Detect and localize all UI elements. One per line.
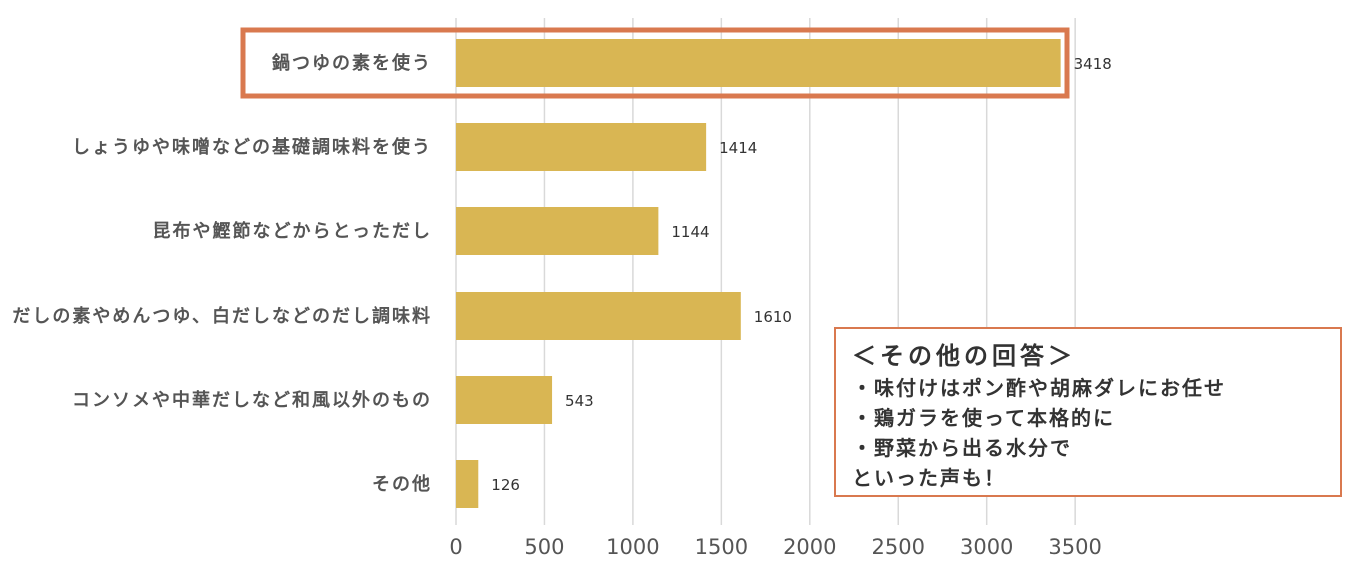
note-line: ・味付けはポン酢や胡麻ダレにお任せ — [852, 376, 1226, 400]
grid-lines — [455, 18, 1076, 525]
note-line: といった声も！ — [852, 466, 1006, 490]
category-label: その他 — [372, 473, 432, 495]
x-tick-label: 3500 — [1048, 535, 1101, 559]
data-label: 1414 — [719, 139, 757, 157]
bars — [456, 39, 1061, 508]
note-title: ＜その他の回答＞ — [852, 342, 1076, 370]
category-label: だしの素やめんつゆ、白だしなどのだし調味料 — [12, 305, 432, 327]
category-label: コンソメや中華だしなど和風以外のもの — [72, 389, 432, 411]
data-label: 126 — [491, 476, 520, 494]
x-tick-label: 1000 — [606, 535, 659, 559]
bar — [456, 460, 479, 508]
x-tick-label: 500 — [524, 535, 564, 559]
bar — [456, 39, 1061, 87]
bar — [456, 292, 741, 340]
bar — [456, 207, 659, 255]
category-label: 昆布や鰹節などからとっただし — [153, 220, 432, 242]
note-line: ・野菜から出る水分で — [852, 436, 1072, 460]
data-label: 1144 — [671, 223, 709, 241]
data-labels: 3418 1414 1144 1610 543 126 — [491, 55, 1112, 494]
x-tick-labels: 0 500 1000 1500 2000 2500 3000 3500 — [449, 535, 1102, 559]
note-line: ・鶏ガラを使って本格的に — [852, 406, 1115, 430]
x-tick-label: 3000 — [960, 535, 1013, 559]
data-label: 543 — [565, 392, 594, 410]
bar — [456, 123, 707, 171]
data-label: 1610 — [754, 308, 792, 326]
bar — [456, 376, 553, 424]
x-tick-label: 1500 — [695, 535, 748, 559]
x-tick-label: 0 — [449, 535, 462, 559]
x-tick-label: 2000 — [783, 535, 836, 559]
category-label: しょうゆや味噌などの基礎調味料を使う — [72, 136, 432, 158]
highlight-frame — [240, 27, 1070, 99]
category-label: 鍋つゆの素を使う — [272, 52, 432, 74]
other-answers-note: ＜その他の回答＞ ・味付けはポン酢や胡麻ダレにお任せ ・鶏ガラを使って本格的に … — [834, 327, 1342, 497]
data-label: 3418 — [1074, 55, 1112, 73]
category-labels: 鍋つゆの素を使うしょうゆや味噌などの基礎調味料を使う昆布や鰹節などからとっただし… — [12, 52, 432, 495]
x-tick-label: 2500 — [872, 535, 925, 559]
